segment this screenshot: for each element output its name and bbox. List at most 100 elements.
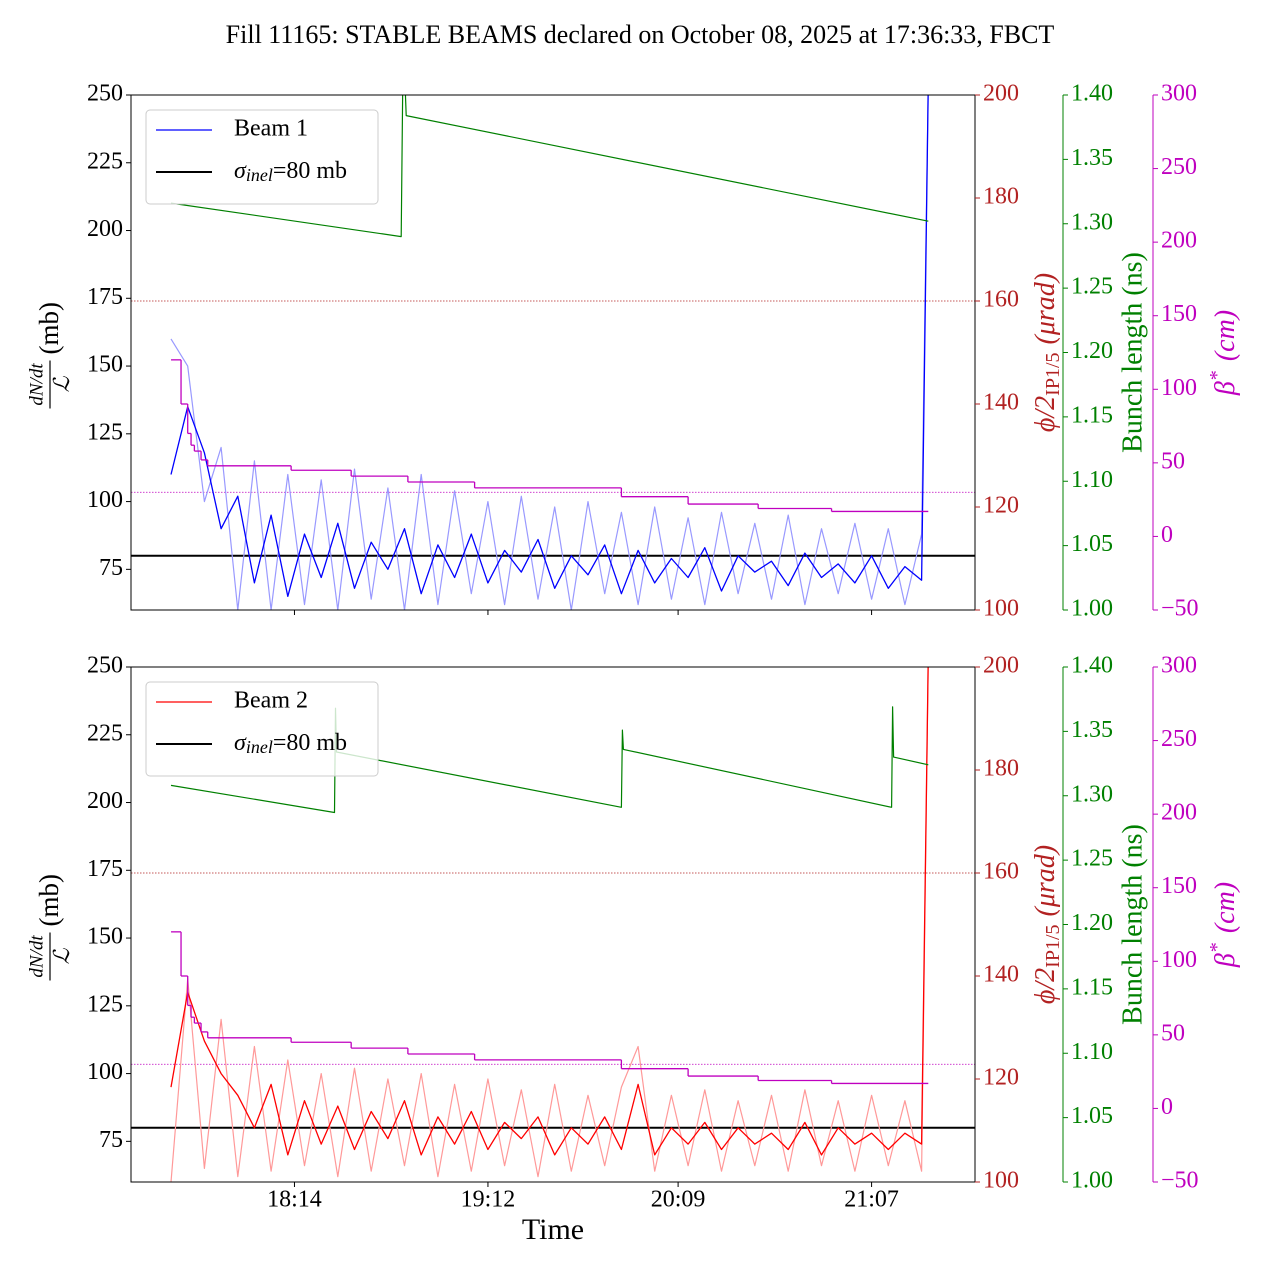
y-tick-label: 225 <box>87 148 123 174</box>
y-tick-label: 125 <box>87 991 123 1017</box>
y4-label-unit: (cm) <box>1210 882 1241 933</box>
y-tick-label: 250 <box>1161 154 1197 180</box>
y-tick-label: 1.35 <box>1071 717 1113 743</box>
y-label-unit: (mb) <box>34 302 64 354</box>
y-tick-label: 100 <box>87 1059 123 1085</box>
legend-label-sub: inel <box>246 165 273 185</box>
y-tick-label: 250 <box>87 653 123 679</box>
y-tick-label: 150 <box>1161 873 1197 899</box>
y-label-denominator: ℒ <box>49 947 74 964</box>
y2-label: ϕ/2IP1/5 (μrad) <box>1030 273 1063 432</box>
y-tick-label: 200 <box>87 788 123 814</box>
y-label-numerator: dN/dt <box>26 935 47 978</box>
legend-label-rest: =80 mb <box>273 730 347 756</box>
y-tick-label: 1.40 <box>1071 653 1113 679</box>
y-tick-label: 140 <box>983 962 1019 988</box>
y3-axis-label: Bunch length (ns) <box>1117 824 1148 1025</box>
legend-box <box>145 109 379 205</box>
y-tick-label: 1.05 <box>1071 531 1113 557</box>
y-tick-label: 200 <box>983 81 1019 107</box>
y-tick-label: −50 <box>1161 596 1199 622</box>
y-tick-label: 200 <box>87 216 123 242</box>
y-tick-label: 1.00 <box>1071 596 1113 622</box>
axes-frame <box>130 666 976 1183</box>
legend-label-sub: inel <box>246 737 273 757</box>
y-tick-label: 180 <box>983 184 1019 210</box>
y-tick-label: 180 <box>983 756 1019 782</box>
y-axis-label: dN/dt ℒ (mb) <box>26 874 74 981</box>
y-tick-label: 1.20 <box>1071 338 1113 364</box>
legend-label: Beam 2 <box>234 688 308 714</box>
figure-title: Fill 11165: STABLE BEAMS declared on Oct… <box>226 20 1055 49</box>
series-line <box>170 95 929 598</box>
y2-label-sub: IP1/5 <box>1042 924 1064 967</box>
y4-label-main: β <box>1210 953 1241 968</box>
plot-area <box>131 95 975 610</box>
y2-axis-label: ϕ/2IP1/5 (μrad) <box>1030 845 1063 1004</box>
legend-label: σinel=80 mb <box>234 730 347 758</box>
y-tick-label: 250 <box>1161 726 1197 752</box>
y-tick-label: 200 <box>1161 228 1197 254</box>
y-tick-label: 300 <box>1161 653 1197 679</box>
y-axis-label: dN/dt ℒ (mb) <box>26 302 74 409</box>
y-tick-label: 50 <box>1161 448 1185 474</box>
y-tick-label: 120 <box>983 1065 1019 1091</box>
y2-label-sub: IP1/5 <box>1042 352 1064 395</box>
y4-label: β* (cm) <box>1206 882 1242 968</box>
y-tick-label: 1.15 <box>1071 974 1113 1000</box>
y-tick-label: 1.40 <box>1071 81 1113 107</box>
y-tick-label: 200 <box>983 653 1019 679</box>
y-tick-label: 100 <box>87 487 123 513</box>
y-tick-label: 1.10 <box>1071 1039 1113 1065</box>
y-tick-label: 150 <box>87 352 123 378</box>
y-tick-label: 50 <box>1161 1020 1185 1046</box>
y-tick-label: 0 <box>1161 1094 1173 1120</box>
y4-label-unit: (cm) <box>1210 310 1241 361</box>
legend-label-symbol: σ <box>234 730 247 756</box>
y-tick-label: 0 <box>1161 522 1173 548</box>
legend-label: Beam 1 <box>234 116 308 142</box>
y-tick-label: 1.30 <box>1071 209 1113 235</box>
y-tick-label: 1.10 <box>1071 467 1113 493</box>
plot-area <box>131 667 975 1182</box>
y2-axis-label: ϕ/2IP1/5 (μrad) <box>1030 273 1063 432</box>
y4-axis-label: β* (cm) <box>1206 882 1242 968</box>
y2-label-main: ϕ/2 <box>1030 396 1061 432</box>
series-line <box>170 667 929 1156</box>
y-tick-label: 100 <box>983 1168 1019 1194</box>
y-tick-label: −50 <box>1161 1168 1199 1194</box>
y-tick-label: 1.15 <box>1071 402 1113 428</box>
y-tick-label: 100 <box>983 596 1019 622</box>
y2-label: ϕ/2IP1/5 (μrad) <box>1030 845 1063 1004</box>
y-label-denominator: ℒ <box>49 375 74 392</box>
y-tick-label: 1.25 <box>1071 846 1113 872</box>
y-tick-label: 120 <box>983 493 1019 519</box>
y-tick-label: 150 <box>1161 301 1197 327</box>
y-label-numerator: dN/dt <box>26 363 47 406</box>
legend-box <box>145 681 379 777</box>
y-tick-label: 150 <box>87 924 123 950</box>
y-tick-label: 1.25 <box>1071 274 1113 300</box>
y2-label-unit: (μrad) <box>1030 273 1061 345</box>
y4-label-main: β <box>1210 381 1241 396</box>
y4-label-sup: * <box>1206 371 1228 381</box>
legend-label: σinel=80 mb <box>234 158 347 186</box>
x-tick-label: 18:14 <box>267 1187 322 1213</box>
y-tick-label: 100 <box>1161 375 1197 401</box>
y-tick-label: 1.05 <box>1071 1103 1113 1129</box>
y-tick-label: 160 <box>983 287 1019 313</box>
y-tick-label: 1.35 <box>1071 145 1113 171</box>
y4-label: β* (cm) <box>1206 310 1242 396</box>
y-tick-label: 100 <box>1161 947 1197 973</box>
y4-axis-label: β* (cm) <box>1206 310 1242 396</box>
y2-label-unit: (μrad) <box>1030 845 1061 917</box>
series-line <box>170 95 929 610</box>
y-tick-label: 175 <box>87 284 123 310</box>
y3-axis-label: Bunch length (ns) <box>1117 252 1148 453</box>
x-axis-label: Time <box>522 1213 584 1246</box>
y-tick-label: 75 <box>99 555 123 581</box>
axes-frame <box>130 94 976 611</box>
y-tick-label: 1.30 <box>1071 781 1113 807</box>
y-label-unit: (mb) <box>34 874 64 926</box>
